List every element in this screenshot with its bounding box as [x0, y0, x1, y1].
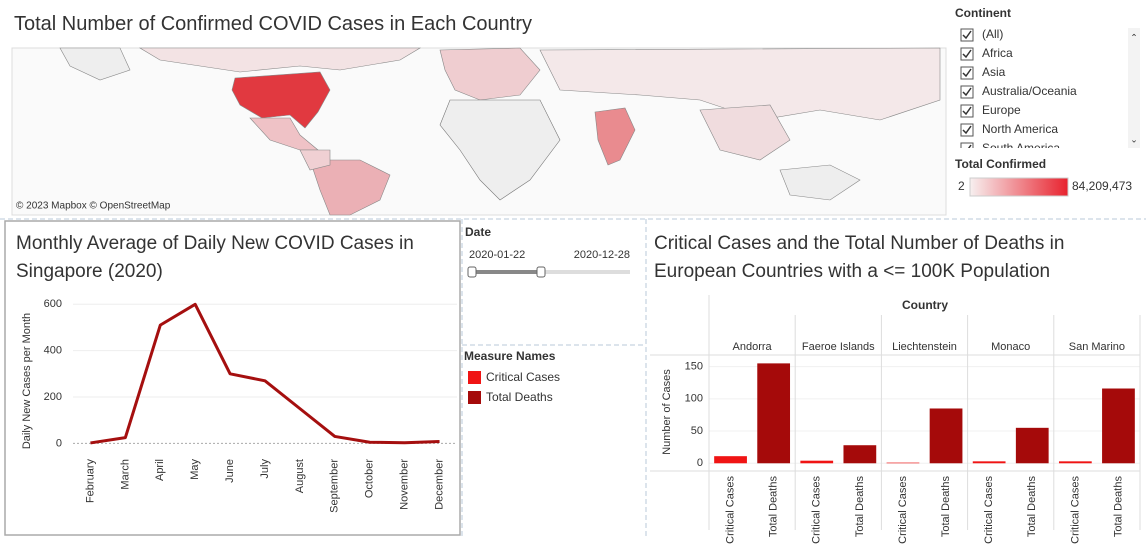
- y-tick-label: 0: [56, 437, 62, 449]
- map[interactable]: [11, 47, 947, 216]
- bar: [886, 462, 920, 464]
- check-mark: [962, 87, 972, 97]
- x-tick-label: Critical Cases: [1069, 476, 1081, 544]
- filter-title: Continent: [955, 6, 1011, 20]
- x-tick-label: Total Deaths: [854, 476, 866, 538]
- x-tick-label: Critical Cases: [811, 476, 823, 544]
- legend-title: Measure Names: [464, 349, 556, 363]
- color-ramp: [969, 177, 1069, 197]
- legend-min: 2: [958, 179, 965, 193]
- date-end: 2020-12-28: [574, 249, 630, 261]
- bar: [1058, 461, 1092, 464]
- map-title: Total Number of Confirmed COVID Cases in…: [14, 13, 532, 35]
- checkbox[interactable]: [960, 66, 974, 80]
- column-label: Liechtenstein: [892, 341, 957, 353]
- bar: [800, 460, 834, 464]
- x-tick-label: Critical Cases: [983, 476, 995, 544]
- x-tick-label: June: [224, 459, 236, 483]
- checkbox[interactable]: [960, 85, 974, 99]
- y-tick-label: 400: [44, 345, 62, 357]
- check-mark: [962, 106, 972, 116]
- bar: [972, 461, 1006, 464]
- scrollbar[interactable]: [1128, 28, 1140, 148]
- column-label: Monaco: [991, 341, 1030, 353]
- y-tick-label: 50: [691, 425, 703, 437]
- x-tick-label: February: [84, 459, 96, 504]
- x-tick-label: Critical Cases: [724, 476, 736, 544]
- x-tick-label: April: [154, 459, 166, 481]
- x-tick-label: Total Deaths: [1026, 476, 1038, 538]
- filter-list: (All) Africa Asia Australia/Oceania Europe No…: [960, 27, 1077, 155]
- slider-handle[interactable]: [536, 266, 546, 278]
- x-tick-label: March: [119, 459, 131, 490]
- y-axis-label: Daily New Cases per Month: [21, 313, 33, 449]
- filter-item: South America: [982, 141, 1060, 155]
- legend-max: 84,209,473: [1072, 179, 1132, 193]
- check-mark: [962, 68, 972, 78]
- legend-label: Critical Cases: [486, 370, 560, 384]
- legend-swatch: [468, 391, 481, 404]
- check-mark: [962, 49, 972, 59]
- x-tick-label: November: [399, 459, 411, 510]
- date-start: 2020-01-22: [469, 249, 525, 261]
- bar: [757, 363, 791, 464]
- bar: [843, 445, 877, 464]
- chart-title: Monthly Average of Daily New COVID Cases…: [16, 233, 414, 282]
- pane-border: [4, 220, 461, 536]
- column-label: Faeroe Islands: [802, 341, 875, 353]
- bar: [929, 408, 963, 464]
- scroll-arrow[interactable]: ⌄: [1130, 134, 1138, 144]
- legend-label: Total Deaths: [486, 390, 553, 404]
- x-tick-label: August: [294, 459, 306, 493]
- filter-item: (All): [982, 27, 1003, 41]
- filter-item: Europe: [982, 103, 1021, 117]
- slider-handle[interactable]: [467, 266, 477, 278]
- legend-swatch: [468, 371, 481, 384]
- checkbox[interactable]: [960, 47, 974, 61]
- scroll-arrow[interactable]: ⌃: [1130, 32, 1138, 42]
- y-tick-label: 600: [44, 298, 62, 310]
- checkbox[interactable]: [960, 142, 974, 155]
- x-tick-label: May: [189, 459, 201, 480]
- x-tick-label: Total Deaths: [940, 476, 952, 538]
- filter-item: Africa: [982, 46, 1013, 60]
- y-tick-label: 200: [44, 391, 62, 403]
- line: [90, 302, 440, 445]
- filter-item: North America: [982, 122, 1058, 136]
- checkbox[interactable]: [960, 123, 974, 137]
- x-tick-label: Total Deaths: [1112, 476, 1124, 538]
- check-mark: [962, 125, 972, 135]
- legend-title: Total Confirmed: [955, 157, 1046, 171]
- y-axis-label: Number of Cases: [661, 369, 673, 455]
- filter-item: Asia: [982, 65, 1006, 79]
- x-tick-label: July: [259, 459, 271, 479]
- check-mark: [967, 144, 972, 148]
- x-tick-label: September: [329, 459, 341, 513]
- bar: [1102, 388, 1135, 464]
- checkbox[interactable]: [960, 104, 974, 118]
- column-label: San Marino: [1069, 341, 1125, 353]
- column-header: Country: [902, 298, 948, 312]
- check-mark: [962, 30, 972, 40]
- date-title: Date: [465, 225, 491, 239]
- y-tick-label: 100: [685, 393, 703, 405]
- bar: [1015, 427, 1049, 464]
- x-tick-label: Critical Cases: [897, 476, 909, 544]
- x-tick-label: December: [433, 459, 445, 510]
- checkbox[interactable]: [960, 28, 974, 42]
- y-tick-label: 150: [685, 361, 703, 373]
- y-tick-label: 0: [697, 457, 703, 469]
- map-attribution: © 2023 Mapbox © OpenStreetMap: [16, 201, 171, 212]
- filter-item: Australia/Oceania: [982, 84, 1077, 98]
- chart-title: Critical Cases and the Total Number of D…: [654, 233, 1065, 282]
- x-tick-label: October: [364, 459, 376, 498]
- x-tick-label: Total Deaths: [768, 476, 780, 538]
- bar: [714, 456, 747, 464]
- column-label: Andorra: [733, 341, 773, 353]
